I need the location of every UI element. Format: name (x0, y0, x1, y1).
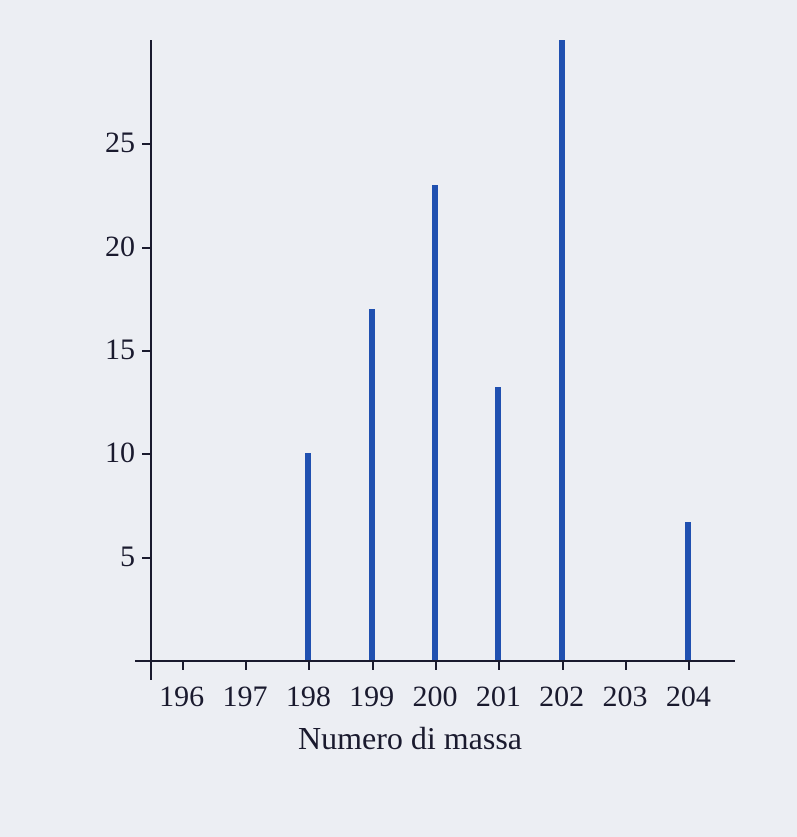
y-label: 25 (80, 126, 135, 160)
y-label: 5 (80, 540, 135, 574)
x-tick (625, 660, 627, 670)
plot-area (150, 40, 720, 660)
x-axis-title: Numero di massa (80, 720, 740, 757)
x-label: 204 (666, 680, 711, 714)
x-tick (562, 660, 564, 670)
y-label: 10 (80, 436, 135, 470)
x-tick (182, 660, 184, 670)
x-tick (372, 660, 374, 670)
x-label: 197 (223, 680, 268, 714)
y-label: 20 (80, 230, 135, 264)
x-label: 203 (603, 680, 648, 714)
x-label: 201 (476, 680, 521, 714)
x-label: 202 (539, 680, 584, 714)
x-tick (435, 660, 437, 670)
x-tick (688, 660, 690, 670)
x-tick (308, 660, 310, 670)
x-label: 200 (413, 680, 458, 714)
y-label: 15 (80, 333, 135, 367)
x-label: 196 (159, 680, 204, 714)
chart-container: 5 10 15 20 25 196 197 198 199 200 201 202 203 204 Nu… (80, 40, 740, 760)
x-tick (245, 660, 247, 670)
x-label: 198 (286, 680, 331, 714)
x-tick (498, 660, 500, 670)
x-label: 199 (349, 680, 394, 714)
